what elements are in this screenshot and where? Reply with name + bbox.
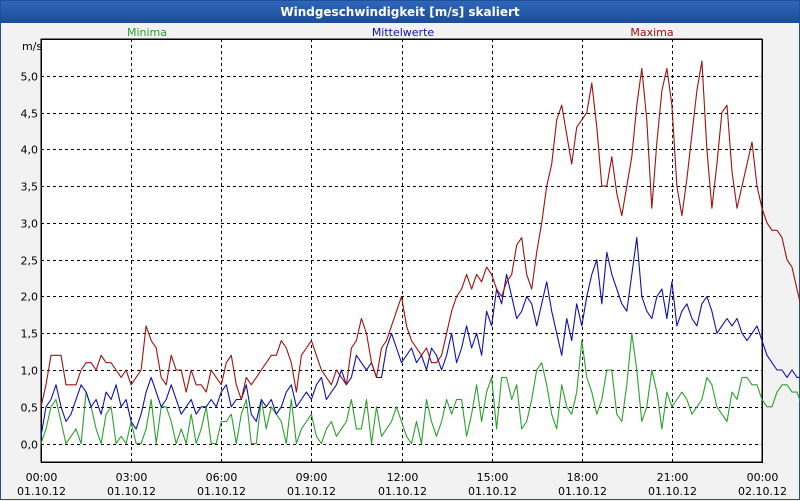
x-tick-time: 06:00 — [206, 471, 238, 484]
x-tick-date: 02.10.12 — [738, 485, 787, 498]
legend-mittelwerte: Mittelwerte — [372, 26, 435, 39]
y-tick-label: 0,5 — [21, 402, 39, 415]
y-tick-label: 2,5 — [21, 255, 39, 268]
y-tick-label: 4,0 — [21, 144, 39, 157]
y-tick-label: 3,0 — [21, 218, 39, 231]
y-tick-label: 3,5 — [21, 181, 39, 194]
y-tick-label: 0,0 — [21, 439, 39, 452]
y-tick-label: 1,5 — [21, 328, 39, 341]
x-tick-time: 21:00 — [657, 471, 689, 484]
x-tick-time: 12:00 — [387, 471, 419, 484]
plot-frame — [41, 39, 763, 463]
x-tick-time: 00:00 — [747, 471, 779, 484]
x-tick-date: 01.10.12 — [378, 485, 427, 498]
y-tick-label: 2,0 — [21, 291, 39, 304]
window-title: Windgeschwindigkeit [m/s] skaliert — [1, 1, 799, 23]
y-tick-label: 1,0 — [21, 365, 39, 378]
x-tick-date: 01.10.12 — [648, 485, 697, 498]
x-tick-date: 01.10.12 — [197, 485, 246, 498]
plot-area — [40, 38, 763, 463]
series-line-minima — [40, 332, 800, 445]
x-tick-date: 01.10.12 — [287, 485, 336, 498]
x-tick-date: 01.10.12 — [558, 485, 607, 498]
x-tick-time: 15:00 — [477, 471, 509, 484]
x-tick-time: 18:00 — [567, 471, 599, 484]
series-line-maxima — [40, 60, 800, 407]
x-tick-date: 01.10.12 — [107, 485, 156, 498]
x-tick-time: 09:00 — [296, 471, 328, 484]
y-axis-unit-label: m/s — [22, 40, 42, 53]
x-tick-time: 03:00 — [116, 471, 148, 484]
x-tick-time: 00:00 — [26, 471, 58, 484]
y-tick-label: 5,0 — [21, 71, 39, 84]
legend-maxima: Maxima — [630, 26, 673, 39]
series-line-mittelwerte — [40, 237, 800, 437]
x-tick-date: 01.10.12 — [468, 485, 517, 498]
legend-minima: Minima — [127, 26, 167, 39]
x-tick-date: 01.10.12 — [17, 485, 66, 498]
y-tick-label: 4,5 — [21, 108, 39, 121]
